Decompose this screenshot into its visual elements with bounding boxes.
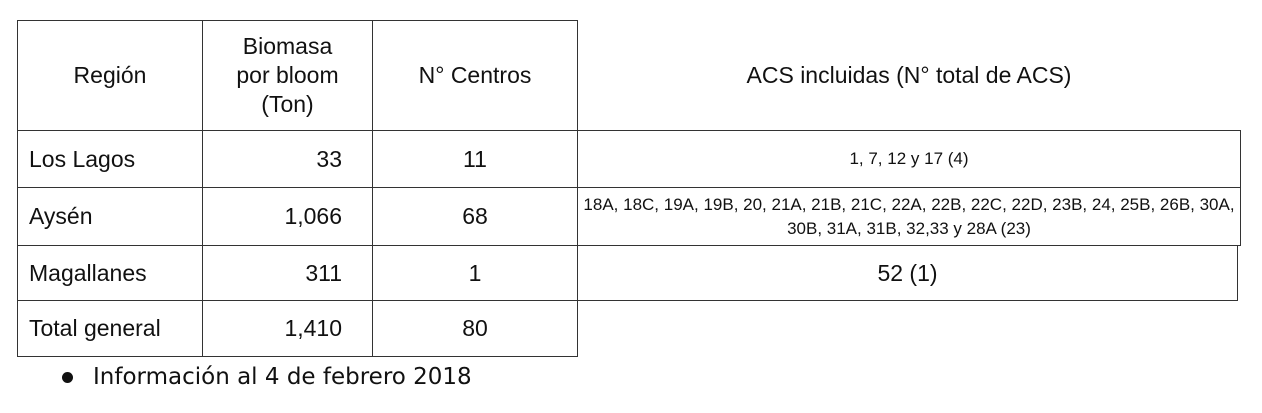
- table-cell-text: 18A, 18C, 19A, 19B, 20, 21A, 21B, 21C, 2…: [583, 194, 1235, 238]
- table-cell: 33: [202, 130, 373, 188]
- header-cell-text: Biomasa por bloom (Ton): [236, 33, 339, 117]
- table-cell: Magallanes: [17, 245, 203, 301]
- table-cell: 68: [372, 187, 578, 246]
- table-cell-text: Magallanes: [29, 259, 147, 286]
- table-cell: 80: [372, 300, 578, 357]
- table-cell-text: 1,410: [284, 315, 342, 342]
- table-cell-text: 80: [462, 315, 488, 342]
- table-cell: Total general: [17, 300, 203, 357]
- table-cell-text: 52 (1): [877, 259, 938, 286]
- header-cell: Biomasa por bloom (Ton): [202, 20, 373, 131]
- header-cell-text: Región: [73, 62, 147, 89]
- table-cell: Los Lagos: [17, 130, 203, 188]
- table-cell: Aysén: [17, 187, 203, 246]
- header-cell-text: N° Centros: [418, 62, 532, 89]
- note-text: Información al 4 de febrero 2018: [93, 364, 472, 390]
- table-cell-text: 11: [463, 145, 487, 172]
- table-cell-text: Total general: [29, 315, 161, 342]
- table-cell-text: 311: [305, 259, 342, 286]
- table-cell-text: 68: [462, 203, 488, 230]
- bullet: [62, 371, 73, 383]
- table-cell-text: Los Lagos: [29, 145, 136, 172]
- table-cell: 1, 7, 12 y 17 (4): [577, 130, 1241, 188]
- note: Información al 4 de febrero 2018: [62, 364, 472, 390]
- header-cell: Región: [17, 20, 203, 131]
- header-cell: ACS incluidas (N° total de ACS): [577, 20, 1241, 131]
- table-cell-text: 1, 7, 12 y 17 (4): [849, 149, 969, 169]
- table-cell: 11: [372, 130, 578, 188]
- header-cell: N° Centros: [372, 20, 578, 131]
- table-cell: 1,066: [202, 187, 373, 246]
- table-cell: 1,410: [202, 300, 373, 357]
- table-cell-text: 33: [316, 145, 342, 172]
- table-cell: 52 (1): [577, 245, 1238, 301]
- table-cell: 18A, 18C, 19A, 19B, 20, 21A, 21B, 21C, 2…: [577, 187, 1241, 246]
- header-cell-text: ACS incluidas (N° total de ACS): [746, 62, 1072, 89]
- table-cell: 311: [202, 245, 373, 301]
- table-cell: 1: [372, 245, 578, 301]
- table-cell-text: 1: [468, 259, 482, 286]
- table-cell-text: 1,066: [284, 203, 342, 230]
- table-cell-text: Aysén: [29, 203, 93, 230]
